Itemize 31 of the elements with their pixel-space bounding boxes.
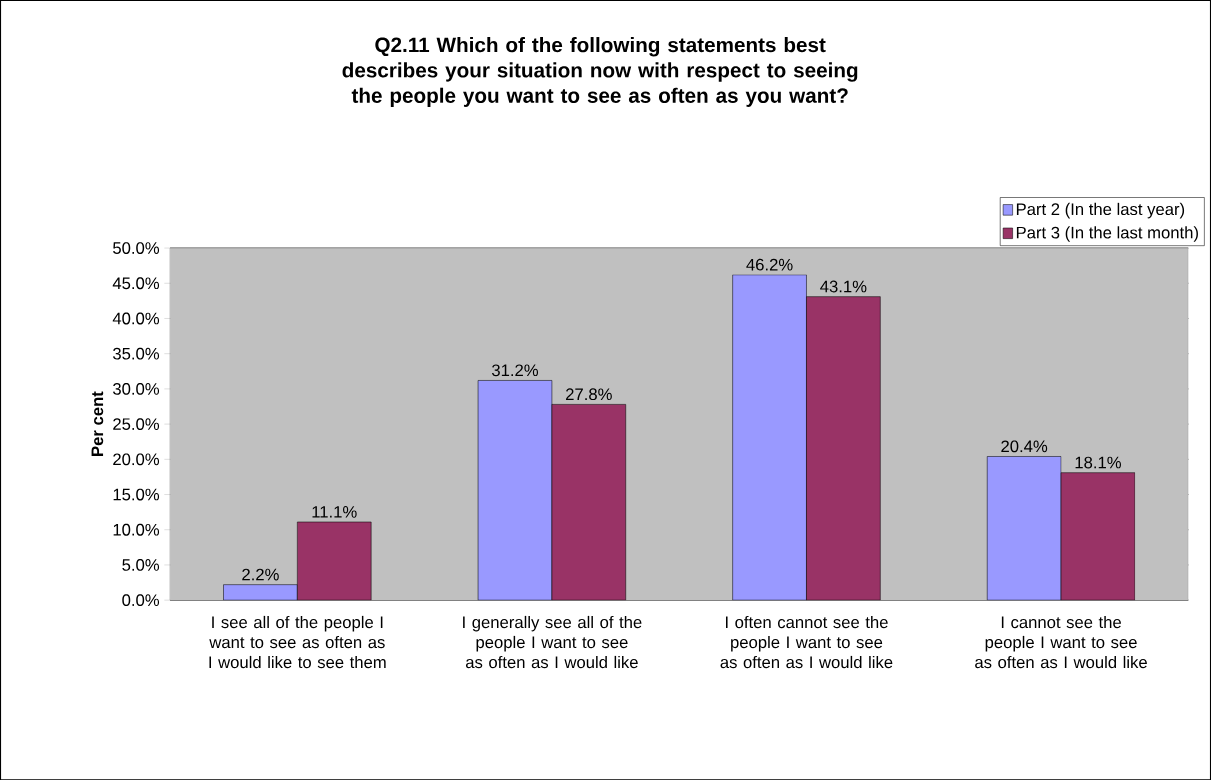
data-label: 43.1% (820, 280, 867, 293)
data-label: 20.4% (1001, 440, 1048, 453)
legend-label: Part 3 (In the last month) (1016, 226, 1198, 242)
data-label: 46.2% (746, 258, 793, 271)
x-tick-label: I often cannot see the people I want to see as often as I would like (720, 615, 893, 669)
bar (551, 404, 626, 601)
x-tick-label: I cannot see the people I want to see as often as I would like (975, 615, 1147, 669)
y-tick-label: 45.0% (112, 277, 160, 290)
data-label: 11.1% (312, 505, 357, 518)
y-tick-label: 50.0% (113, 242, 160, 254)
y-tick-label: 20.0% (113, 453, 160, 466)
y-tick-label: 30.0% (113, 382, 160, 395)
bar (1060, 472, 1136, 601)
y-tick-label: 5.0% (122, 558, 160, 571)
y-axis-title: Per cent (91, 391, 104, 456)
bar (297, 521, 372, 601)
x-tick-label: I generally see all of the people I want to see as often as I would like (463, 615, 642, 669)
data-label: 27.8% (566, 388, 612, 401)
legend-label: Part 2 (In the last year) (1016, 202, 1185, 219)
data-label: 18.1% (1075, 456, 1121, 469)
bar (806, 296, 881, 601)
chart-title: Q2.11 Which of the following statements best describes your situation now with respect to seeing the people you want to see as often as you want? (342, 36, 858, 107)
data-label: 31.2% (491, 364, 539, 377)
y-tick-label: 15.0% (113, 488, 160, 501)
y-tick-label: 25.0% (113, 418, 160, 430)
y-tick-label: 35.0% (113, 347, 160, 360)
data-label: 2.2% (242, 568, 279, 581)
y-tick-label: 10.0% (113, 523, 160, 536)
y-tick-label: 0.0% (122, 594, 160, 606)
y-tick-label: 40.0% (112, 312, 160, 325)
x-tick-label: I see all of the people I want to see as often as I would like to see them (209, 615, 386, 669)
